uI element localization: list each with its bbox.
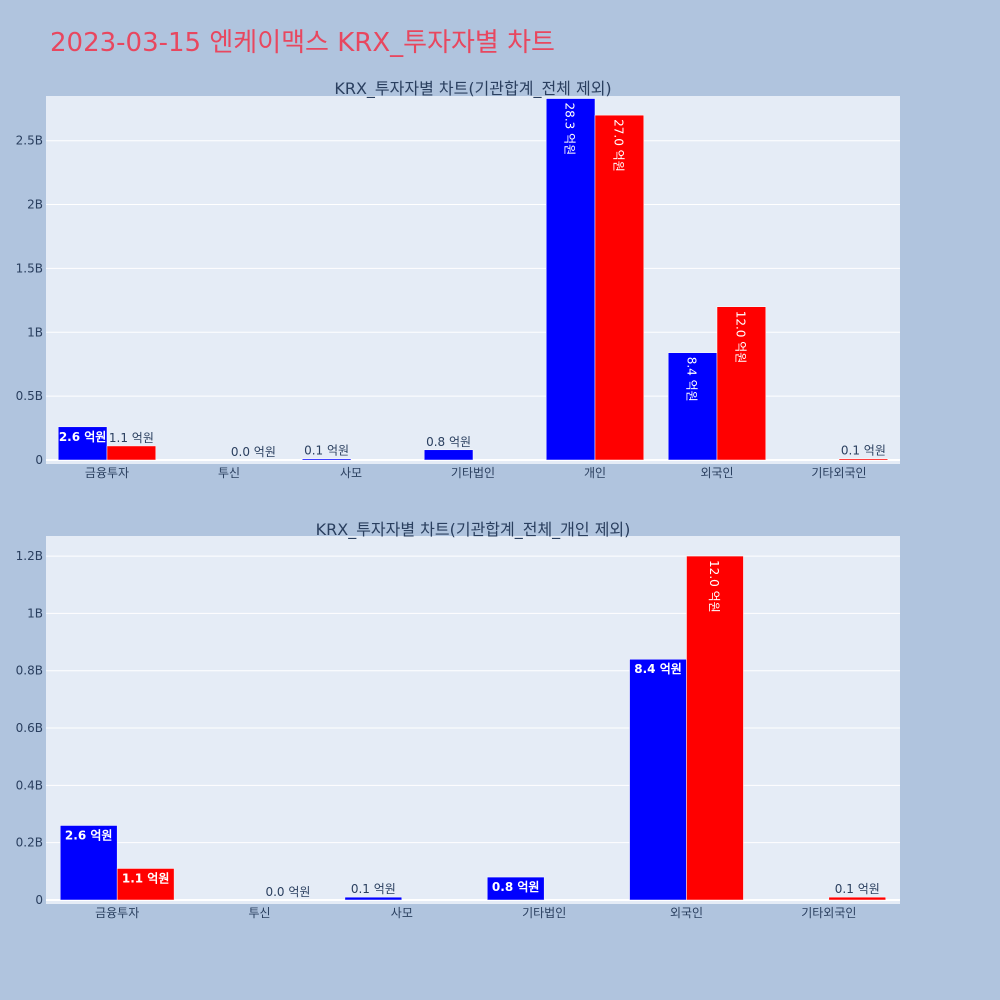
bar xyxy=(59,825,118,901)
data-label: 0.8 억원 xyxy=(426,435,471,449)
x-tick-label: 금융투자 xyxy=(95,906,139,920)
x-tick-label: 개인 xyxy=(584,466,606,480)
x-tick-label: 사모 xyxy=(391,906,413,920)
y-tick-label: 1B xyxy=(27,606,43,620)
data-label: 8.4 억원 xyxy=(634,662,682,676)
chart-1: 0 0.5B 1B 1.5B 2B 2.5B KRX_투자자별 차트(기관합계_전체 제외)… xyxy=(16,79,900,480)
data-label: 0.1 억원 xyxy=(841,444,886,458)
x-tick-label: 기타외국인 xyxy=(811,466,866,480)
data-label: 28.3 억원 xyxy=(563,103,577,156)
data-label: 1.1 억원 xyxy=(122,871,170,885)
x-tick-label: 사모 xyxy=(340,466,362,480)
bar xyxy=(57,426,108,461)
data-label: 8.4 억원 xyxy=(685,357,699,402)
data-label: 0.0 억원 xyxy=(231,445,276,459)
y-tick-label: 0 xyxy=(35,453,43,467)
chart-subtitle: KRX_투자자별 차트(기관합계_전체 제외) xyxy=(334,79,611,99)
x-tick-label: 투신 xyxy=(248,906,270,920)
chart-2: 0 0.2B 0.4B 0.6B 0.8B 1B 1.2B KRX_투자자별 차트(기관합계_… xyxy=(16,520,900,920)
data-label: 2.6 억원 xyxy=(65,828,113,842)
bar xyxy=(301,458,352,461)
data-label: 0.1 억원 xyxy=(304,444,349,458)
plot-area xyxy=(46,96,900,464)
bar xyxy=(716,306,767,461)
bar xyxy=(344,896,403,901)
y-tick-label: 1.5B xyxy=(16,261,43,275)
y-tick-label: 0.8B xyxy=(16,664,43,678)
x-tick-label: 투신 xyxy=(218,466,240,480)
bar xyxy=(828,896,887,901)
data-label: 12.0 억원 xyxy=(733,311,747,364)
data-label: 27.0 억원 xyxy=(611,119,625,172)
data-label: 2.6 억원 xyxy=(59,430,107,444)
data-label: 0.0 억원 xyxy=(265,885,310,899)
x-tick-label: 기타법인 xyxy=(522,906,566,920)
y-tick-label: 2B xyxy=(27,198,43,212)
bar xyxy=(667,352,718,461)
x-tick-label: 금융투자 xyxy=(85,466,129,480)
y-tick-label: 1B xyxy=(27,325,43,339)
y-tick-label: 0.4B xyxy=(16,778,43,792)
x-tick-label: 외국인 xyxy=(700,466,733,480)
bar xyxy=(486,876,545,901)
page-title: 2023-03-15 엔케이맥스 KRX_투자자별 차트 xyxy=(50,28,555,58)
chart-subtitle: KRX_투자자별 차트(기관합계_전체_개인 제외) xyxy=(316,520,631,540)
y-tick-label: 0 xyxy=(35,893,43,907)
bar xyxy=(106,445,157,461)
bar xyxy=(838,458,889,461)
data-label: 12.0 억원 xyxy=(707,560,721,613)
y-tick-label: 0.5B xyxy=(16,389,43,403)
y-tick-label: 1.2B xyxy=(16,549,43,563)
bar xyxy=(594,114,645,461)
y-tick-label: 2.5B xyxy=(16,134,43,148)
bar xyxy=(423,449,474,461)
x-tick-label: 기타법인 xyxy=(451,466,495,480)
x-tick-label: 기타외국인 xyxy=(801,906,856,920)
bar xyxy=(116,868,175,901)
data-label: 0.8 억원 xyxy=(492,880,540,894)
bar xyxy=(686,555,744,901)
y-tick-label: 0.6B xyxy=(16,721,43,735)
bar xyxy=(629,658,687,901)
data-label: 0.1 억원 xyxy=(835,882,880,896)
plot-area xyxy=(46,536,900,904)
data-label: 1.1 억원 xyxy=(109,431,154,445)
data-label: 0.1 억원 xyxy=(351,882,396,896)
y-tick-label: 0.2B xyxy=(16,836,43,850)
x-tick-label: 외국인 xyxy=(670,906,703,920)
bar xyxy=(545,98,596,461)
